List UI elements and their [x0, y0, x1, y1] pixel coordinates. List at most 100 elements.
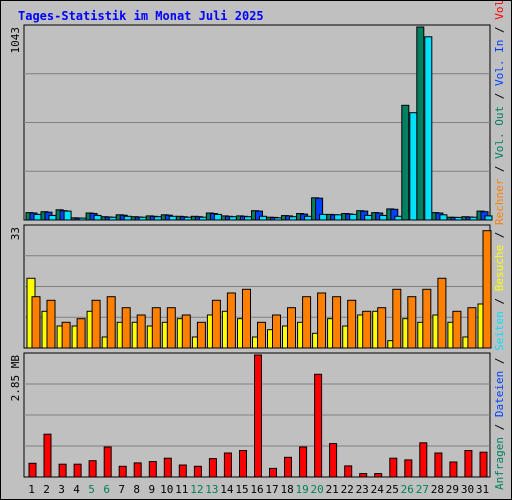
bar-rechner-23 — [362, 310, 372, 349]
x-label-day-11: 11 — [175, 483, 188, 496]
legend-item-13: / — [493, 20, 506, 40]
x-label-day-3: 3 — [58, 483, 65, 496]
bar-seiten-7 — [123, 215, 132, 221]
bar-seiten-25 — [394, 215, 403, 221]
bar-volumen-22 — [344, 465, 353, 478]
bar-volumen-14 — [223, 452, 232, 478]
panel-bottom: 2.85 MB — [9, 352, 491, 478]
panel-top: 1043 — [9, 24, 493, 221]
legend-item-12: Vol. In — [493, 40, 506, 86]
bar-volumen-11 — [178, 464, 187, 478]
x-label-day-20: 20 — [310, 483, 323, 496]
x-label-day-26: 26 — [401, 483, 414, 496]
ymax-label-top: 1043 — [9, 27, 22, 54]
bar-rechner-14 — [226, 292, 236, 349]
legend-item-9: / — [493, 159, 506, 179]
bar-rechner-28 — [437, 277, 447, 349]
bar-seiten-22 — [349, 213, 358, 221]
bar-rechner-24 — [377, 307, 387, 349]
legend-item-14: Volumen — [493, 0, 506, 20]
bar-seiten-24 — [379, 214, 388, 221]
x-label-day-15: 15 — [235, 483, 248, 496]
bar-volumen-5 — [88, 460, 97, 478]
series-besuche — [26, 277, 487, 349]
ymax-label-middle: 33 — [9, 227, 22, 240]
legend-item-7: / — [493, 225, 506, 245]
bar-seiten-10 — [168, 215, 177, 221]
bar-volumen-24 — [374, 473, 383, 478]
bar-rechner-4 — [76, 318, 86, 349]
x-label-day-27: 27 — [416, 483, 429, 496]
bar-rechner-13 — [211, 299, 221, 349]
chart-panels: 1043 33 2.85 MB — [9, 24, 493, 478]
x-label-day-24: 24 — [371, 483, 385, 496]
x-label-day-12: 12 — [190, 483, 203, 496]
legend-item-5: / — [493, 291, 506, 311]
bar-rechner-19 — [302, 296, 312, 349]
x-label-day-4: 4 — [73, 483, 80, 496]
bar-seiten-4 — [78, 217, 87, 221]
x-label-day-8: 8 — [133, 483, 140, 496]
bar-rechner-21 — [332, 296, 342, 349]
bar-volumen-8 — [133, 462, 142, 478]
bar-rechner-20 — [317, 292, 327, 349]
x-axis-labels: 1 2 3 4 5 6 7 8 9 10 11 12 13 14 15 16 17 18 19 20 21 22 23 24 2… — [28, 483, 489, 496]
bar-rechner-17 — [272, 314, 281, 349]
bar-seiten-29 — [454, 216, 463, 221]
bar-seiten-20 — [319, 213, 328, 221]
bar-seiten-6 — [108, 216, 117, 221]
legend-item-0: Anfragen — [493, 437, 506, 490]
bar-seiten-27 — [424, 36, 433, 221]
x-label-day-7: 7 — [118, 483, 125, 496]
bar-volumen-3 — [58, 463, 67, 478]
legend-item-10: Vol. Out — [493, 106, 506, 159]
x-label-day-29: 29 — [446, 483, 459, 496]
legend-item-4: Seiten — [493, 311, 506, 351]
legend-item-11: / — [493, 86, 506, 106]
bar-rechner-5 — [91, 299, 101, 349]
bar-volumen-30 — [464, 450, 473, 478]
bar-seiten-14 — [228, 216, 237, 221]
bar-rechner-16 — [257, 321, 266, 349]
bar-volumen-2 — [43, 433, 52, 478]
bar-volumen-31 — [479, 451, 488, 478]
bar-rechner-2 — [46, 299, 56, 349]
x-label-day-2: 2 — [43, 483, 50, 496]
panel-middle: 33 — [9, 224, 492, 349]
x-label-day-28: 28 — [431, 483, 444, 496]
bar-volumen-16 — [254, 354, 262, 478]
series-seiten — [33, 36, 493, 221]
bar-seiten-2 — [48, 214, 57, 221]
bar-volumen-1 — [28, 462, 37, 478]
bar-rechner-30 — [467, 307, 477, 349]
legend-item-3: / — [493, 351, 506, 371]
x-label-day-5: 5 — [88, 483, 95, 496]
x-label-day-1: 1 — [28, 483, 35, 496]
bar-seiten-1 — [33, 213, 42, 221]
bar-volumen-19 — [299, 446, 308, 478]
x-label-day-25: 25 — [386, 483, 399, 496]
bar-seiten-26 — [409, 112, 418, 221]
bar-seiten-5 — [93, 214, 102, 221]
legend-item-6: Besuche — [493, 245, 506, 291]
x-label-day-30: 30 — [461, 483, 474, 496]
bar-volumen-15 — [239, 450, 247, 478]
ymax-label-bottom: 2.85 MB — [9, 355, 22, 402]
bar-volumen-6 — [103, 446, 112, 478]
x-label-day-9: 9 — [148, 483, 155, 496]
x-label-day-14: 14 — [220, 483, 234, 496]
bar-rechner-31 — [482, 230, 492, 349]
bar-seiten-9 — [153, 216, 162, 221]
right-legend: Anfragen / Dateien / Seiten / Besuche / … — [493, 0, 506, 490]
x-label-day-19: 19 — [295, 483, 308, 496]
chart-title: Tages-Statistik im Monat Juli 2025 — [18, 9, 264, 23]
bar-volumen-21 — [329, 443, 338, 478]
bar-rechner-27 — [422, 288, 432, 349]
bar-volumen-4 — [73, 463, 82, 478]
bar-seiten-8 — [138, 216, 147, 221]
bar-seiten-30 — [469, 216, 478, 221]
bar-seiten-21 — [334, 214, 343, 221]
bar-rechner-9 — [151, 307, 161, 349]
bar-volumen-17 — [269, 467, 277, 478]
